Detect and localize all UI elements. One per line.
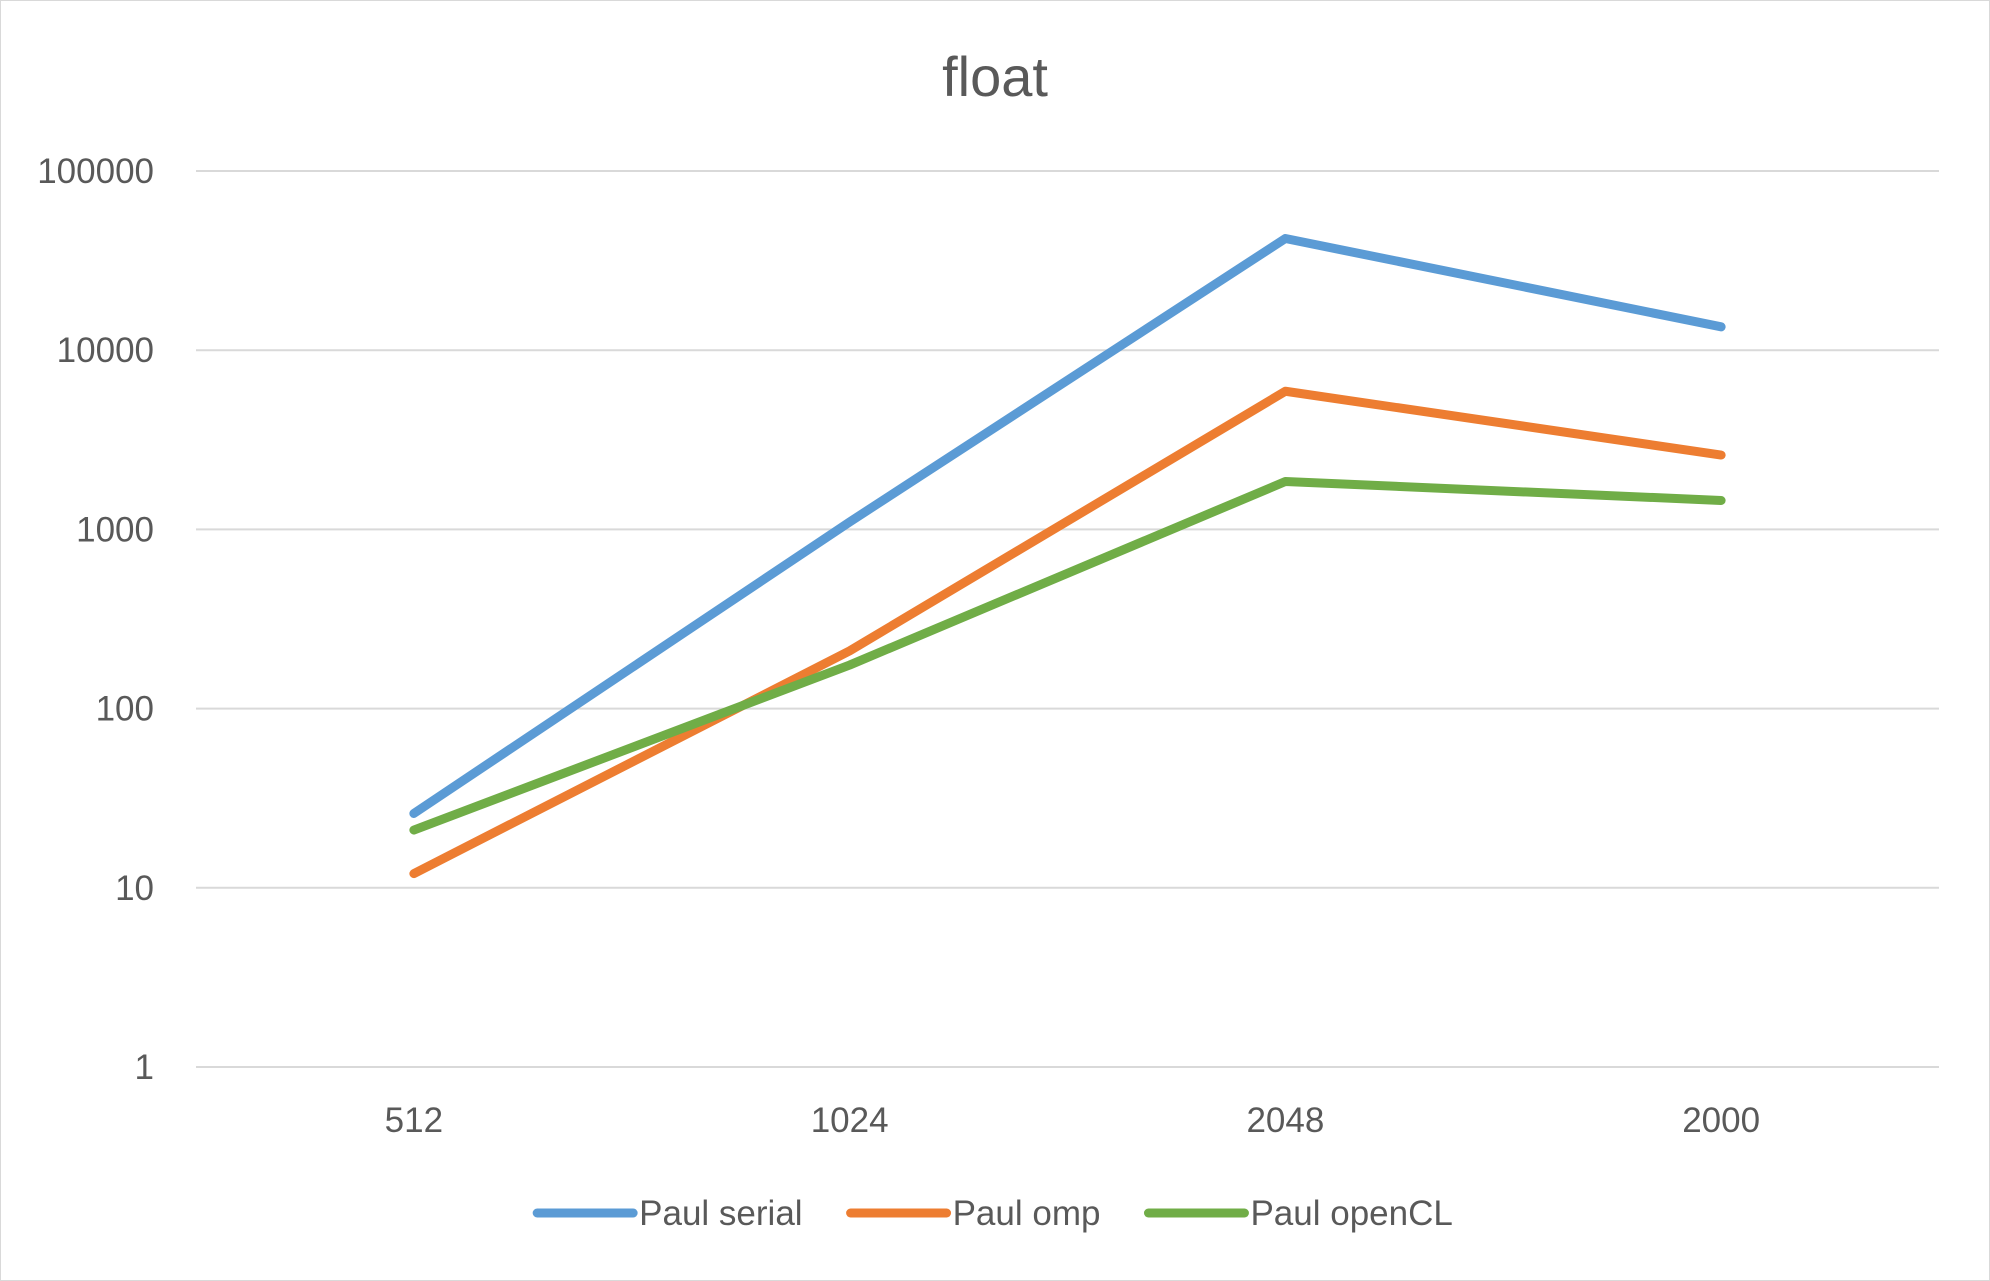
x-tick-label: 512	[385, 1101, 443, 1140]
legend-label: Paul openCL	[1250, 1194, 1452, 1233]
gridlines	[196, 170, 1939, 1068]
x-axis-tick-labels: 512 1024 2048 2000	[385, 1101, 1760, 1140]
x-tick-label: 2048	[1246, 1101, 1324, 1140]
x-tick-label: 2000	[1682, 1101, 1760, 1140]
y-tick-label: 1000	[76, 510, 154, 549]
series-line-paul-serial	[409, 234, 1726, 818]
legend-label: Paul omp	[953, 1194, 1101, 1233]
legend-label: Paul serial	[639, 1194, 802, 1233]
legend: Paul serial Paul omp Paul openCL	[532, 1194, 1453, 1233]
y-tick-label: 100	[96, 690, 154, 729]
chart-title: float	[942, 45, 1048, 108]
x-tick-label: 1024	[811, 1101, 889, 1140]
series-line-paul-opencl	[409, 477, 1726, 835]
series-line-paul-omp	[409, 386, 1726, 879]
y-tick-label: 1	[135, 1048, 154, 1087]
y-tick-label: 10	[115, 869, 154, 908]
series-lines	[409, 234, 1726, 879]
y-tick-label: 10000	[57, 331, 154, 370]
y-tick-label: 100000	[37, 152, 154, 191]
y-axis-tick-labels: 1 10 100 1000 10000 100000	[37, 152, 154, 1087]
